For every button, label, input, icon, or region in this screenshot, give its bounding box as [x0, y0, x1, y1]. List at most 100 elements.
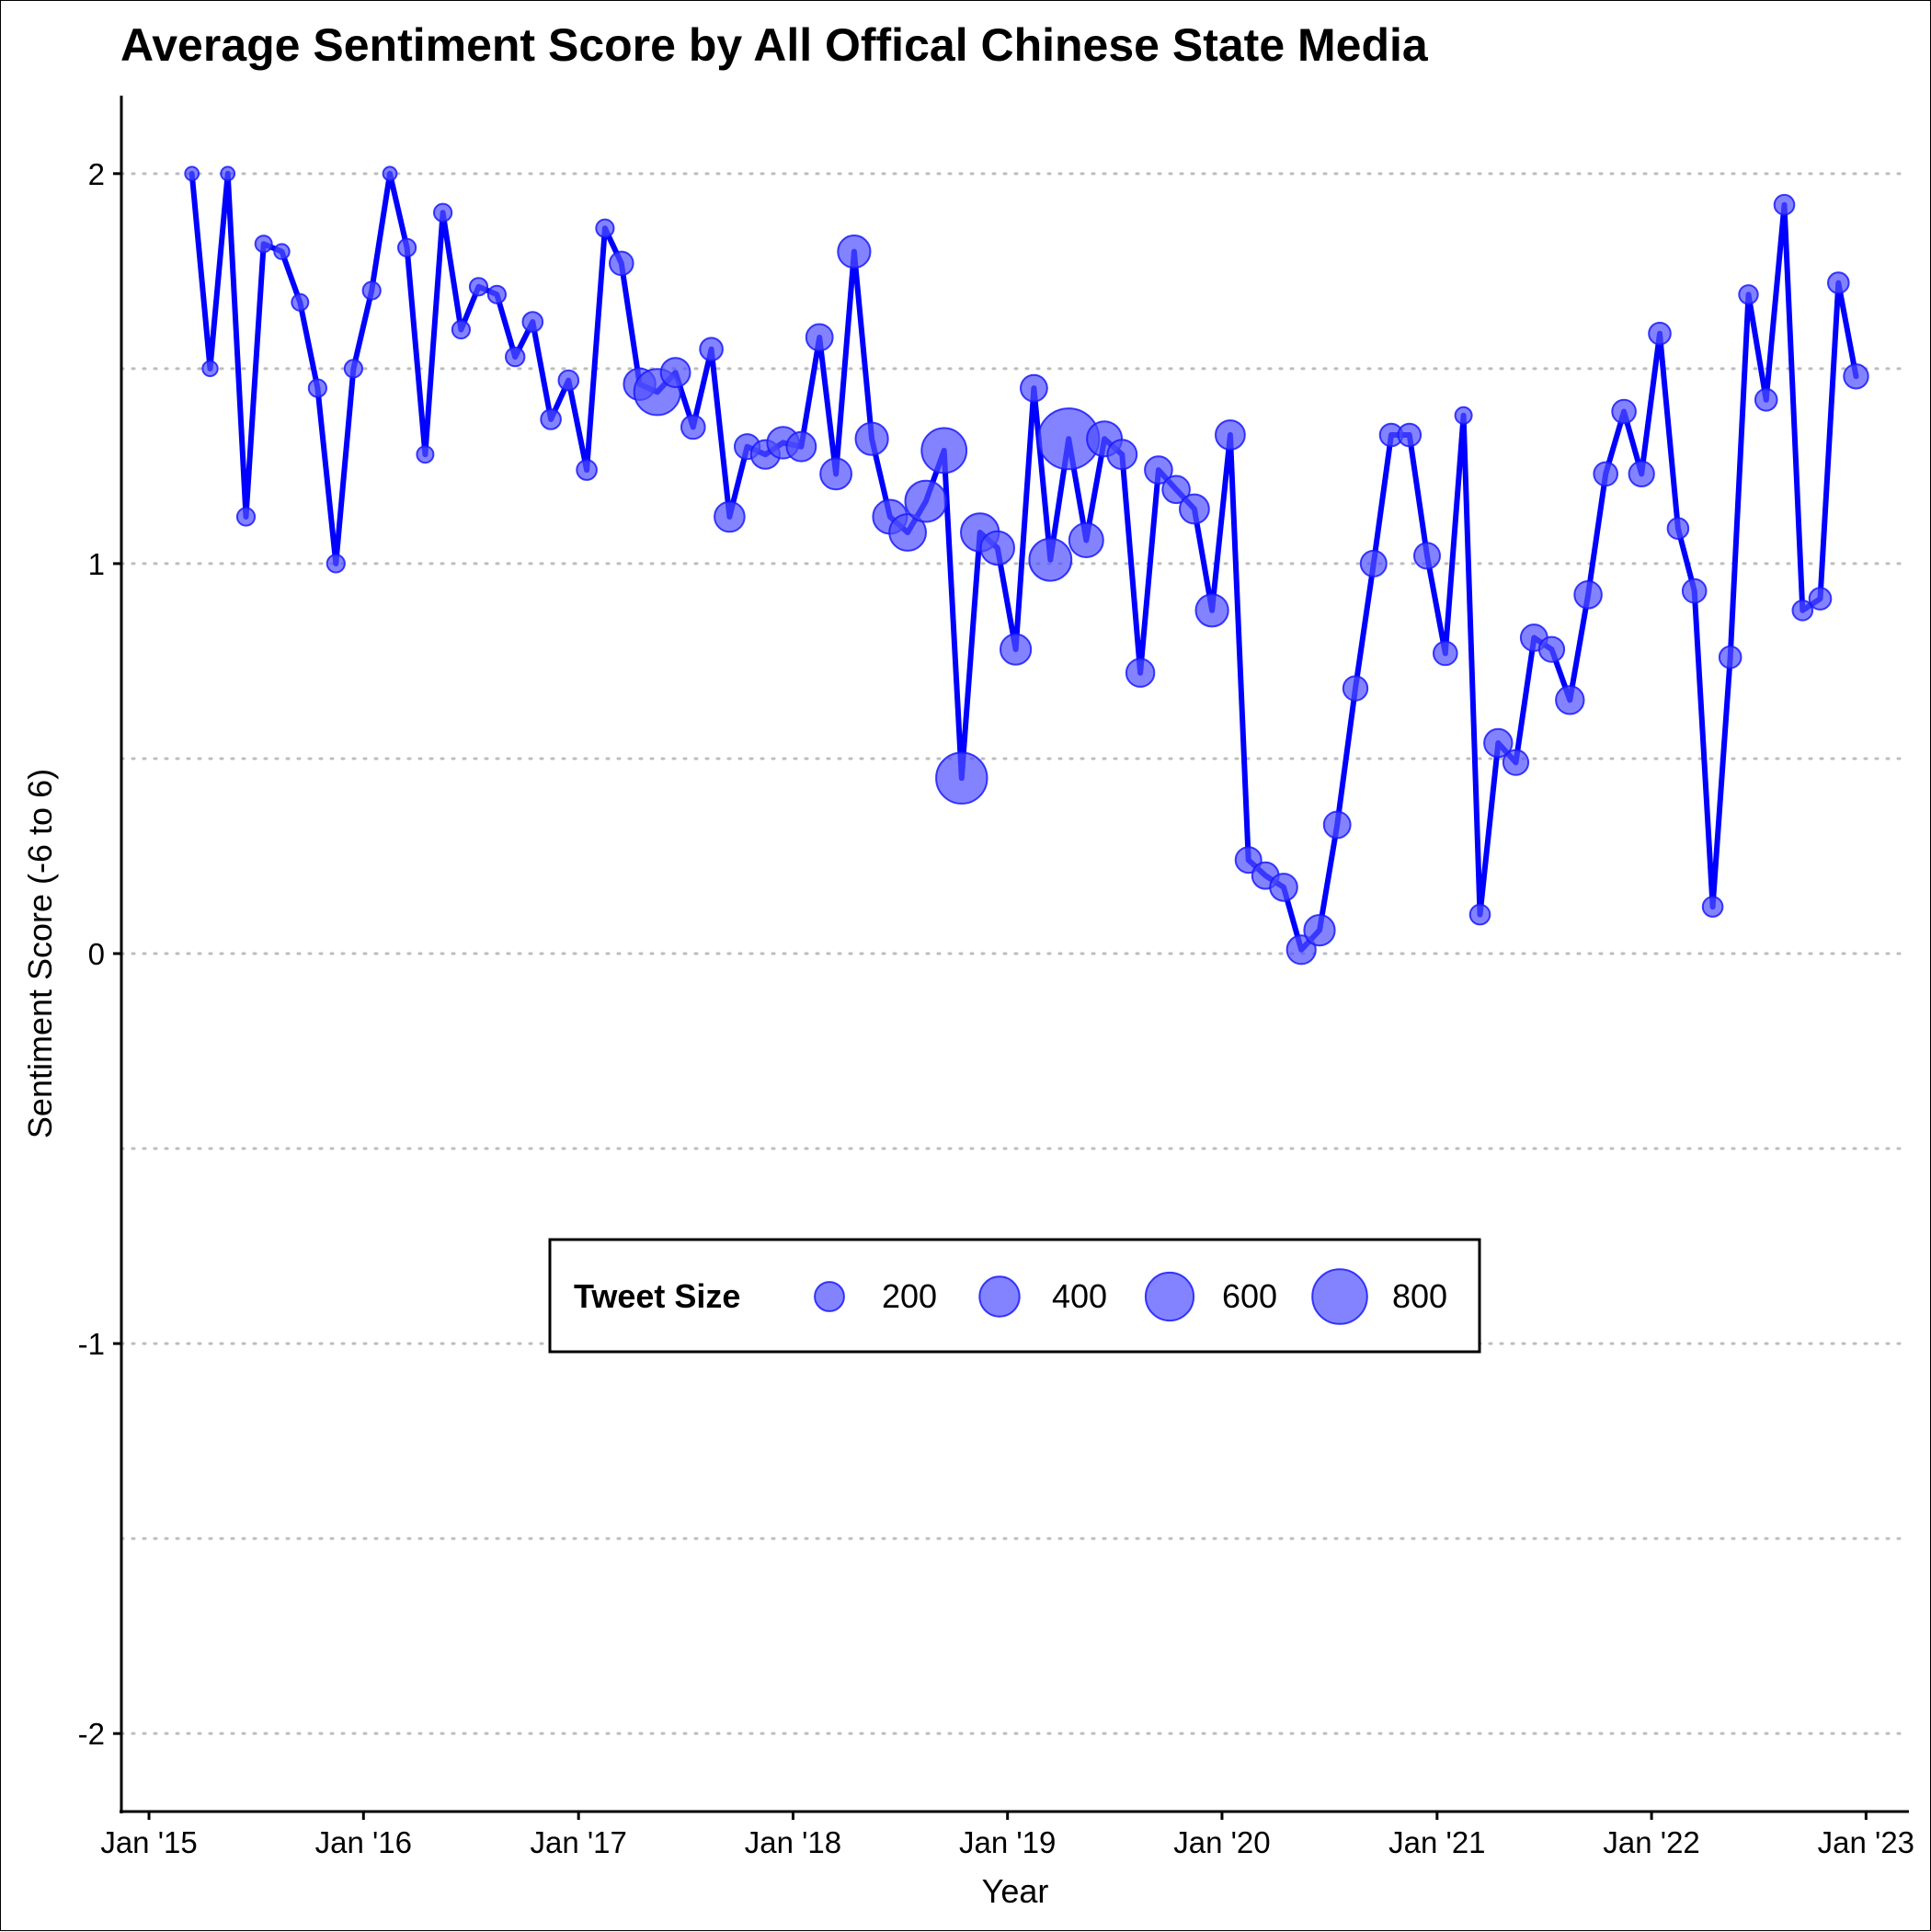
data-point — [576, 459, 598, 481]
data-point — [1359, 549, 1388, 577]
data-point — [1285, 934, 1317, 966]
data-point — [1342, 675, 1369, 702]
data-point — [935, 751, 988, 805]
legend-items: 200 400 600 800 — [814, 1268, 1447, 1325]
data-point — [1483, 727, 1514, 759]
data-point — [1701, 896, 1724, 918]
legend-size-key — [814, 1281, 845, 1312]
data-point — [837, 234, 872, 269]
data-point — [854, 421, 889, 456]
data-point — [1808, 587, 1833, 611]
data-point — [888, 513, 927, 552]
data-point — [1413, 542, 1441, 570]
data-point — [184, 166, 200, 182]
data-point — [1068, 522, 1104, 558]
data-point — [220, 166, 236, 182]
data-point — [979, 530, 1016, 566]
data-point — [468, 277, 489, 297]
series-path — [189, 170, 1859, 953]
y-tick-label: 0 — [88, 937, 105, 971]
data-point — [1454, 406, 1473, 425]
data-point — [1773, 193, 1796, 216]
data-point — [1827, 271, 1850, 294]
legend-size-label: 800 — [1392, 1277, 1447, 1315]
data-point — [595, 218, 615, 238]
data-point — [486, 284, 508, 304]
data-point — [343, 359, 363, 379]
legend: Tweet Size 200 400 600 800 — [548, 1238, 1481, 1354]
x-tick-label: Jan '19 — [959, 1825, 1056, 1859]
data-point — [397, 237, 417, 257]
data-point — [1468, 903, 1491, 926]
data-point — [521, 311, 544, 333]
data-point — [805, 323, 834, 352]
data-point — [1020, 373, 1048, 403]
data-point — [1611, 398, 1637, 425]
legend-size-label: 400 — [1052, 1277, 1107, 1315]
data-point — [1718, 645, 1742, 669]
data-point — [785, 430, 817, 463]
data-point — [201, 360, 219, 378]
data-point — [273, 243, 291, 260]
x-tick-label: Jan '15 — [100, 1825, 197, 1859]
data-point — [307, 378, 327, 398]
x-axis-ticks: Jan '15 Jan '16 Jan '17 Jan '18 Jan '19 Jan '… — [100, 1812, 1914, 1859]
data-point — [1754, 388, 1778, 412]
legend-size-label: 200 — [882, 1277, 937, 1315]
data-point — [714, 500, 746, 533]
data-point — [1593, 461, 1618, 487]
legend-size-key — [978, 1275, 1021, 1318]
x-tick-label: Jan '23 — [1818, 1825, 1914, 1859]
data-point — [1028, 537, 1073, 582]
data-point — [1555, 685, 1585, 715]
data-point — [1397, 422, 1423, 448]
data-point — [326, 554, 346, 574]
data-point — [1433, 640, 1458, 667]
y-axis-label: Sentiment Score (-6 to 6) — [21, 769, 59, 1138]
x-tick-label: Jan '21 — [1388, 1825, 1485, 1859]
data-point — [699, 337, 724, 362]
series-line — [189, 170, 1859, 953]
x-tick-label: Jan '22 — [1603, 1825, 1699, 1859]
data-point — [680, 414, 706, 440]
y-axis-ticks: 2 1 0 -1 -2 — [78, 157, 121, 1751]
legend-title: Tweet Size — [574, 1277, 740, 1315]
data-point — [1738, 284, 1759, 305]
data-point — [1843, 363, 1869, 390]
data-point — [1791, 600, 1814, 622]
data-point — [819, 457, 852, 491]
data-point — [1537, 635, 1566, 663]
data-point — [1303, 914, 1336, 947]
data-point — [433, 202, 453, 223]
data-point — [1666, 517, 1690, 541]
legend-size-label: 600 — [1222, 1277, 1277, 1315]
data-point — [920, 427, 968, 474]
x-tick-label: Jan '18 — [745, 1825, 841, 1859]
legend-size-key — [1311, 1268, 1368, 1325]
data-point — [416, 445, 435, 464]
chart-title: Average Sentiment Score by All Offical C… — [120, 19, 1429, 71]
data-point — [361, 280, 382, 301]
y-tick-label: 2 — [88, 157, 105, 191]
data-point — [1194, 593, 1229, 628]
data-point — [1269, 873, 1298, 902]
data-point — [235, 507, 257, 527]
gridlines — [120, 172, 1911, 1735]
data-point — [1144, 455, 1173, 485]
data-point — [1125, 657, 1156, 688]
x-tick-label: Jan '16 — [315, 1825, 412, 1859]
series-points — [184, 166, 1869, 966]
data-point — [382, 166, 398, 182]
data-point — [1573, 580, 1603, 610]
data-point — [659, 357, 691, 389]
data-point — [1215, 419, 1246, 451]
data-point — [1648, 321, 1672, 346]
y-tick-label: -2 — [78, 1717, 105, 1751]
data-point — [291, 292, 310, 312]
data-point — [1179, 493, 1210, 525]
data-point — [540, 408, 562, 430]
data-point — [904, 479, 948, 523]
data-point — [1161, 474, 1191, 505]
